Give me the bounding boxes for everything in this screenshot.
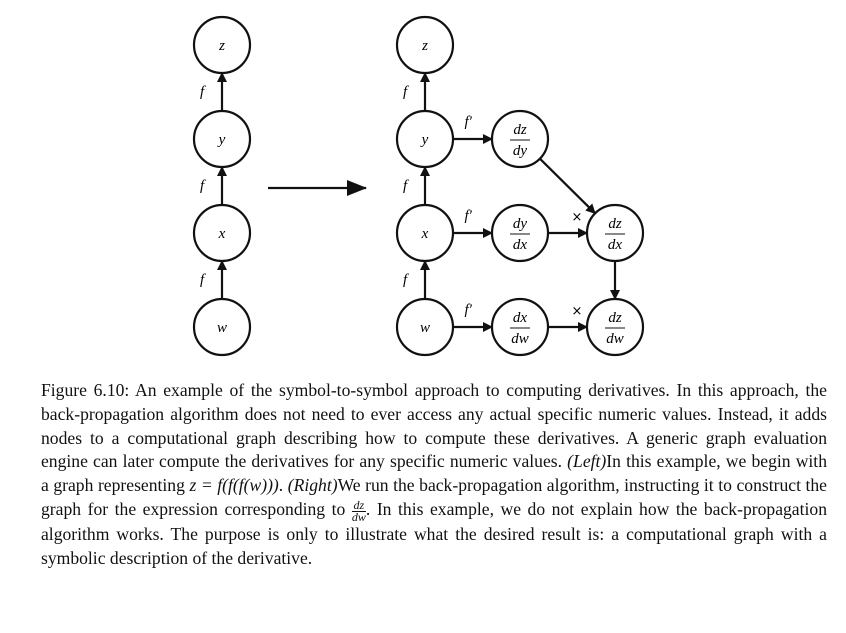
multiply-operator-label: ×: [572, 304, 583, 319]
left-edge-label: f: [200, 272, 206, 288]
fraction-denominator: dx: [608, 237, 623, 253]
right-edge-label: f′: [465, 114, 473, 130]
right-node-R_dzdw: dz dw: [585, 297, 645, 357]
node-circle: [395, 203, 455, 263]
node-circle: [192, 109, 252, 169]
right-node-R_dxdw: dx dw: [490, 297, 550, 357]
right-node-R_z: z: [395, 15, 455, 75]
caption-text-3: .: [278, 475, 288, 496]
node-label: x: [218, 226, 226, 242]
right-node-R_dzdy: dz dy: [490, 109, 550, 169]
right-edge-R_dzdy-to-R_dzdx: [539, 157, 596, 215]
node-label: x: [421, 226, 429, 242]
caption-fraction-denominator: dw: [351, 509, 366, 524]
caption-text-2: In this example, we begin with a graph r…: [41, 451, 827, 496]
node-circle: [585, 297, 645, 357]
right-node-R_x: x: [395, 203, 455, 263]
caption-right-tag: (Right): [287, 475, 338, 496]
fraction-numerator: dz: [608, 216, 622, 232]
fraction-numerator: dz: [608, 310, 622, 326]
caption-text-4: We run the back-propagation algorithm, i…: [41, 475, 827, 519]
caption-text-5: . In this example, we do not explain how…: [41, 498, 827, 568]
fraction-denominator: dw: [606, 331, 624, 347]
right-node-R_y: y: [395, 109, 455, 169]
node-circle: [192, 15, 252, 75]
node-circle: [490, 297, 550, 357]
graph-edges: f f f f f f f′ f′ f′: [200, 72, 620, 332]
fraction-denominator: dw: [511, 331, 529, 347]
right-edge-label: f′: [465, 208, 473, 224]
fraction-denominator: dx: [513, 237, 528, 253]
multiply-operator-label: ×: [572, 210, 583, 225]
right-edge-label: f′: [465, 302, 473, 318]
left-edge-label: f: [200, 84, 206, 100]
node-label: w: [420, 320, 430, 336]
node-circle: [585, 203, 645, 263]
node-circle: [395, 15, 455, 75]
left-node-L_y: y: [192, 109, 252, 169]
caption-text-1: Figure 6.10: An example of the symbol-to…: [41, 380, 827, 472]
node-circle: [192, 297, 252, 357]
right-edge-label: f: [403, 178, 409, 194]
right-node-R_dydx: dy dx: [490, 203, 550, 263]
left-node-L_w: w: [192, 297, 252, 357]
caption-left-tag: (Left): [567, 451, 607, 472]
node-circle: [490, 203, 550, 263]
node-label: w: [217, 320, 227, 336]
node-circle: [395, 109, 455, 169]
caption-fraction: dz dw: [351, 497, 366, 524]
node-circle: [192, 203, 252, 263]
left-node-L_x: x: [192, 203, 252, 263]
caption-fraction-numerator: dz: [351, 497, 366, 512]
right-node-R_dzdx: dz dx: [585, 203, 645, 263]
right-node-R_w: w: [395, 297, 455, 357]
fraction-numerator: dz: [513, 122, 527, 138]
graph-nodes: z y x w z y x w dz dy dy dx dx dw dz dx dz dw × ×: [192, 15, 645, 357]
node-circle: [490, 109, 550, 169]
right-edge-label: f: [403, 84, 409, 100]
fraction-denominator: dy: [513, 143, 528, 159]
left-node-L_z: z: [192, 15, 252, 75]
right-edge-label: f: [403, 272, 409, 288]
figure-caption: Figure 6.10: An example of the symbol-to…: [41, 379, 827, 571]
node-circle: [395, 297, 455, 357]
left-edge-label: f: [200, 178, 206, 194]
caption-equation: z = f(f(f(w))): [189, 475, 279, 496]
node-label: y: [217, 132, 226, 148]
node-label: y: [420, 132, 429, 148]
fraction-numerator: dx: [513, 310, 528, 326]
node-label: z: [218, 38, 225, 54]
fraction-numerator: dy: [513, 216, 528, 232]
node-label: z: [421, 38, 428, 54]
